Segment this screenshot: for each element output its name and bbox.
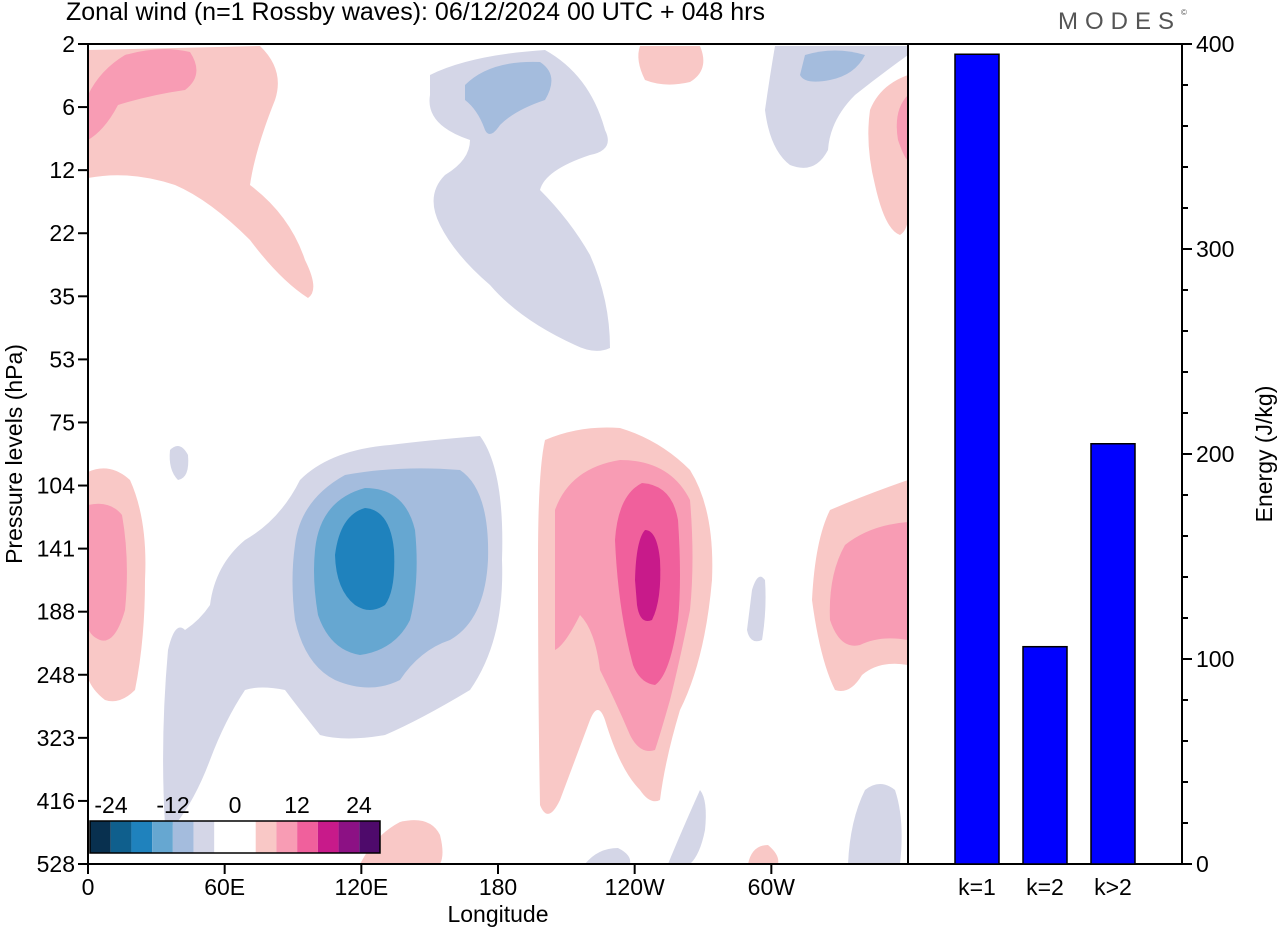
y-tick-label: 528: [37, 851, 75, 877]
bar-category-label: k=2: [1026, 874, 1064, 900]
y-tick-label: 22: [49, 220, 75, 246]
bar-category-label: k=1: [958, 874, 996, 900]
logo-mark: ©: [1181, 8, 1187, 17]
energy-bar: [1022, 645, 1068, 865]
y-tick-label: 35: [49, 283, 75, 309]
contour-pink-1: [88, 46, 314, 298]
x-tick-label: 180: [479, 874, 517, 900]
contour-blue-9: [335, 508, 395, 610]
x-tick-label: 120W: [605, 874, 665, 900]
colorbar-swatch: [90, 821, 111, 853]
y-tick-label: 6: [62, 94, 75, 120]
energy-axis: 0 100 200 300 400: [1182, 31, 1234, 877]
y-tick-label: 248: [37, 662, 75, 688]
y-tick-label: 2: [62, 31, 75, 57]
energy-bar: [1090, 443, 1136, 865]
contour-pink-7: [88, 503, 127, 641]
energy-tick-label: 300: [1196, 236, 1234, 262]
y-tick-label: 323: [37, 725, 75, 751]
y-tick-label: 188: [37, 599, 75, 625]
energy-bar: [954, 53, 1000, 865]
contour-blue-13: [848, 784, 902, 864]
colorbar-swatch: [214, 821, 235, 853]
colorbar-swatch: [297, 821, 318, 853]
contour-field: [88, 46, 908, 864]
contour-blue-1: [429, 50, 610, 351]
colorbar-swatch: [110, 821, 132, 853]
colorbar-label: -12: [156, 792, 189, 818]
x-tick-label: 0: [82, 874, 95, 900]
contour-pink-4: [868, 75, 908, 235]
y-axis-label: Pressure levels (hPa): [1, 344, 27, 564]
colorbar-label: 12: [284, 792, 310, 818]
colorbar-swatch: [152, 821, 173, 853]
y-tick-label: 416: [37, 788, 75, 814]
contour-pink-2: [88, 49, 197, 140]
energy-axis-label: Energy (J/kg): [1251, 386, 1277, 523]
energy-tick-label: 0: [1196, 851, 1209, 877]
energy-bars: k=1 k=2 k>2: [954, 53, 1136, 900]
energy-tick-label: 400: [1196, 31, 1234, 57]
y-axis: 2 6 12 22 35 53 75 104 141 188 248 323 416 528: [37, 31, 88, 877]
colorbar-label: -24: [94, 792, 127, 818]
energy-tick-label: 200: [1196, 441, 1234, 467]
x-axis: 0 60E 120E 180 120W 60W: [82, 864, 796, 900]
x-tick-label: 60W: [748, 874, 796, 900]
y-tick-label: 12: [49, 157, 75, 183]
colorbar-swatch: [359, 821, 380, 853]
colorbar-label: 0: [229, 792, 242, 818]
colorbar-label: 24: [346, 792, 372, 818]
contour-blue-12: [668, 790, 706, 864]
contour-blue-4: [800, 50, 865, 82]
bar-category-label: k>2: [1094, 874, 1132, 900]
colorbar-swatch: [317, 821, 339, 853]
contour-blue-10: [747, 576, 766, 642]
colorbar-swatch: [276, 821, 298, 853]
modes-logo: MODES©: [1058, 8, 1187, 36]
contour-pink-13: [829, 522, 908, 646]
contour-pink-15: [748, 845, 779, 864]
contour-blue-3: [765, 46, 908, 168]
logo-text: MODES: [1058, 8, 1182, 35]
colorbar-swatch: [235, 821, 256, 853]
chart-title: Zonal wind (n=1 Rossby waves): 06/12/202…: [66, 0, 765, 26]
x-tick-label: 60E: [204, 874, 245, 900]
colorbar-swatch: [131, 821, 153, 853]
colorbar-swatch: [338, 821, 360, 853]
contour-pink-5: [896, 95, 908, 160]
y-tick-label: 75: [49, 409, 75, 435]
contour-pink-11: [635, 530, 661, 621]
contour-blue-5: [169, 446, 189, 480]
x-axis-label: Longitude: [447, 901, 548, 927]
y-tick-label: 104: [37, 473, 76, 499]
contour-pink-3: [638, 46, 704, 85]
colorbar: -24 -12 0 12 24: [89, 792, 381, 854]
contour-blue-2: [465, 61, 552, 134]
y-tick-label: 53: [49, 346, 75, 372]
colorbar-swatch: [193, 821, 215, 853]
x-tick-label: 120E: [334, 874, 388, 900]
energy-tick-label: 100: [1196, 646, 1234, 672]
contour-blue-11: [585, 848, 631, 864]
colorbar-frame: [89, 820, 381, 854]
y-tick-label: 141: [37, 536, 75, 562]
colorbar-swatch: [255, 821, 277, 853]
colorbar-swatch: [172, 821, 194, 853]
